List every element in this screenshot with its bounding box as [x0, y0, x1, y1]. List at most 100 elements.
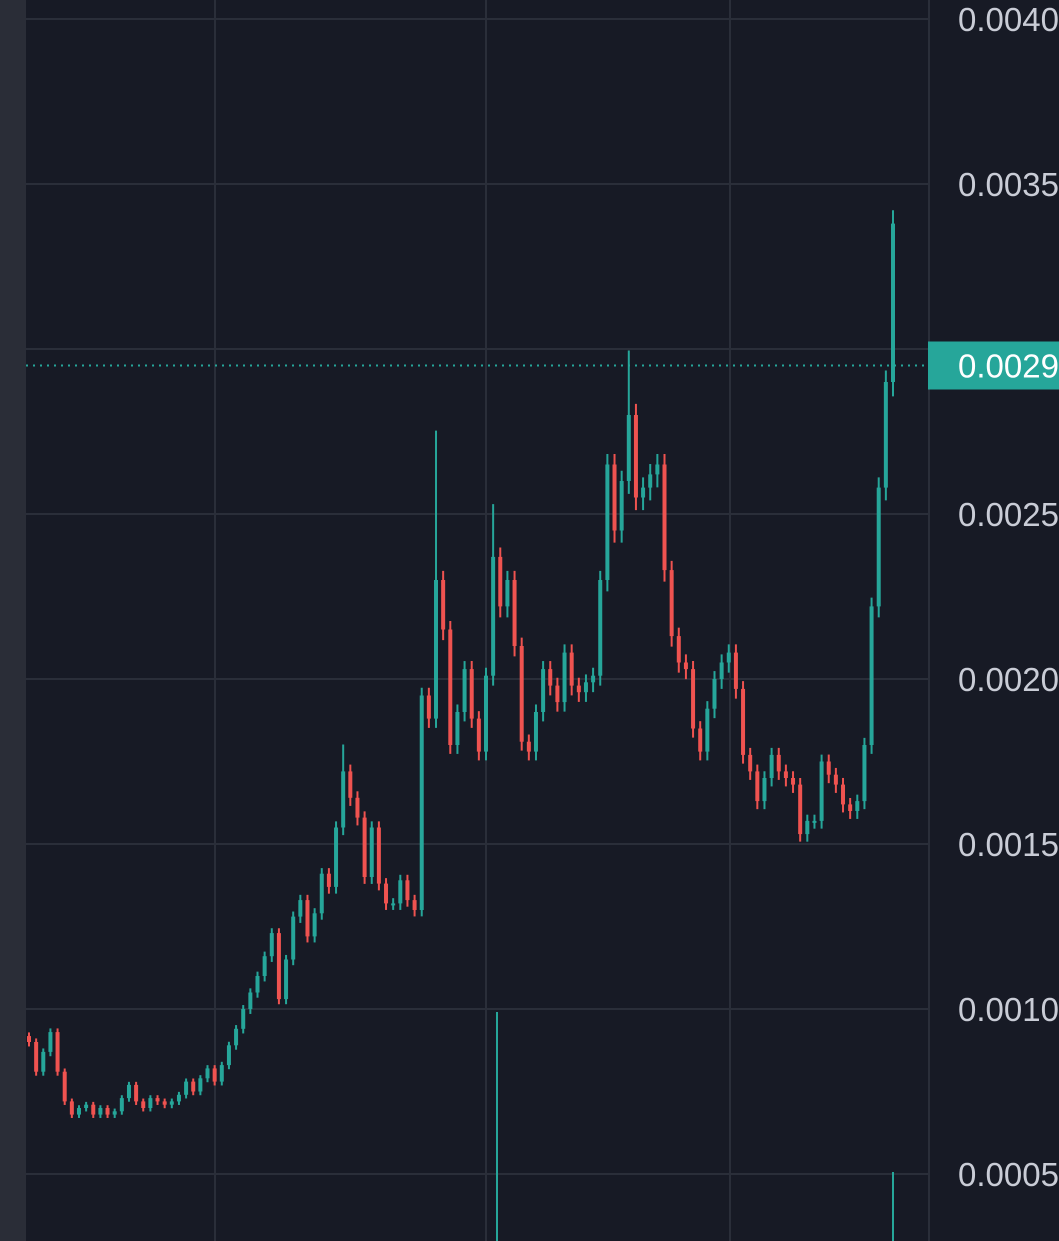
candles	[27, 210, 895, 1118]
candle-body	[869, 606, 874, 745]
candle-body	[676, 636, 681, 663]
candle-body	[798, 784, 803, 835]
candle-body	[569, 652, 574, 686]
candle-body	[698, 728, 703, 752]
candle-body	[476, 718, 481, 752]
candle-body	[855, 801, 860, 811]
candle-body	[591, 675, 596, 683]
candle-body	[669, 570, 674, 637]
candle-body	[598, 580, 603, 676]
candle-body	[583, 682, 588, 693]
candle-body	[148, 1098, 153, 1108]
candle-body	[412, 900, 417, 910]
last-price-badge	[928, 341, 1059, 390]
candle-body	[391, 903, 396, 906]
candle-body	[612, 464, 617, 531]
candle-body	[555, 685, 560, 703]
candle-body	[219, 1065, 224, 1082]
candle-body	[748, 754, 753, 772]
candle-body	[162, 1101, 167, 1105]
candle-body	[276, 933, 281, 1000]
candle-body	[169, 1101, 174, 1105]
candle-body	[34, 1042, 39, 1072]
candle-body	[626, 415, 631, 481]
candle-body	[76, 1108, 81, 1115]
candle-body	[655, 464, 660, 475]
candle-body	[255, 976, 260, 993]
candle-body	[62, 1071, 67, 1102]
candle-body	[126, 1084, 131, 1099]
candle-body	[662, 464, 667, 571]
candle-body	[48, 1032, 53, 1052]
price-axis-label: 0.0020	[958, 661, 1059, 698]
price-axis[interactable]: 0.0040 0.0035 0.0025 0.0020 0.0015 0.0010 0.00…	[958, 1, 1059, 1193]
candle-body	[498, 556, 503, 607]
candle-body	[98, 1108, 103, 1115]
candle-body	[55, 1032, 60, 1072]
candle-body	[691, 669, 696, 729]
candle-body	[719, 662, 724, 679]
candle-body	[883, 382, 888, 488]
candle-body	[791, 778, 796, 785]
candle-body	[298, 900, 303, 917]
candle-body	[226, 1045, 231, 1066]
candle-body	[376, 827, 381, 884]
candle-body	[134, 1084, 139, 1102]
candle-body	[426, 695, 431, 719]
candle-body	[805, 820, 810, 835]
candle-body	[248, 992, 253, 1009]
candle-body	[712, 679, 717, 709]
candle-body	[41, 1051, 46, 1072]
candle-body	[291, 916, 296, 960]
candle-body	[505, 580, 510, 607]
candle-body	[648, 474, 653, 488]
candle-body	[462, 669, 467, 712]
candle-body	[284, 959, 289, 1000]
candle-body	[155, 1098, 160, 1102]
candle-body	[241, 1009, 246, 1029]
candle-body	[605, 464, 610, 580]
candle-body	[641, 487, 646, 498]
candle-body	[362, 817, 367, 877]
grid-lines	[26, 0, 928, 1241]
candle-body	[341, 771, 346, 828]
candle-body	[355, 797, 360, 818]
candle-body	[862, 745, 867, 802]
candle-body	[876, 487, 881, 607]
candle-body	[741, 688, 746, 755]
candle-body	[348, 771, 353, 798]
price-axis-label: 0.0025	[958, 496, 1059, 533]
candle-body	[633, 415, 638, 498]
candle-body	[141, 1101, 146, 1108]
candle-body	[783, 771, 788, 778]
candle-body	[448, 629, 453, 745]
candle-body	[312, 913, 317, 937]
candle-body	[841, 784, 846, 805]
candle-body	[262, 956, 267, 976]
candle-body	[548, 669, 553, 686]
price-axis-label: 0.0015	[958, 826, 1059, 863]
candle-body	[405, 880, 410, 901]
candle-body	[419, 695, 424, 910]
candle-body	[69, 1101, 74, 1115]
candle-body	[819, 761, 824, 821]
candle-body	[176, 1094, 181, 1102]
volume-bars	[496, 1012, 894, 1241]
candle-body	[27, 1036, 31, 1042]
candle-body	[398, 880, 403, 904]
candle-body	[119, 1098, 124, 1112]
candle-body	[683, 662, 688, 670]
candle-body	[369, 827, 374, 877]
candle-body	[441, 580, 446, 630]
candle-body	[234, 1028, 239, 1046]
candle-body	[205, 1068, 210, 1079]
candle-body	[269, 933, 274, 957]
candle-body	[91, 1104, 96, 1115]
candle-body	[541, 669, 546, 712]
candle-body	[733, 652, 738, 689]
candle-body	[212, 1068, 217, 1082]
candle-body	[84, 1104, 89, 1108]
candle-body	[384, 883, 389, 904]
candle-body	[826, 761, 831, 775]
